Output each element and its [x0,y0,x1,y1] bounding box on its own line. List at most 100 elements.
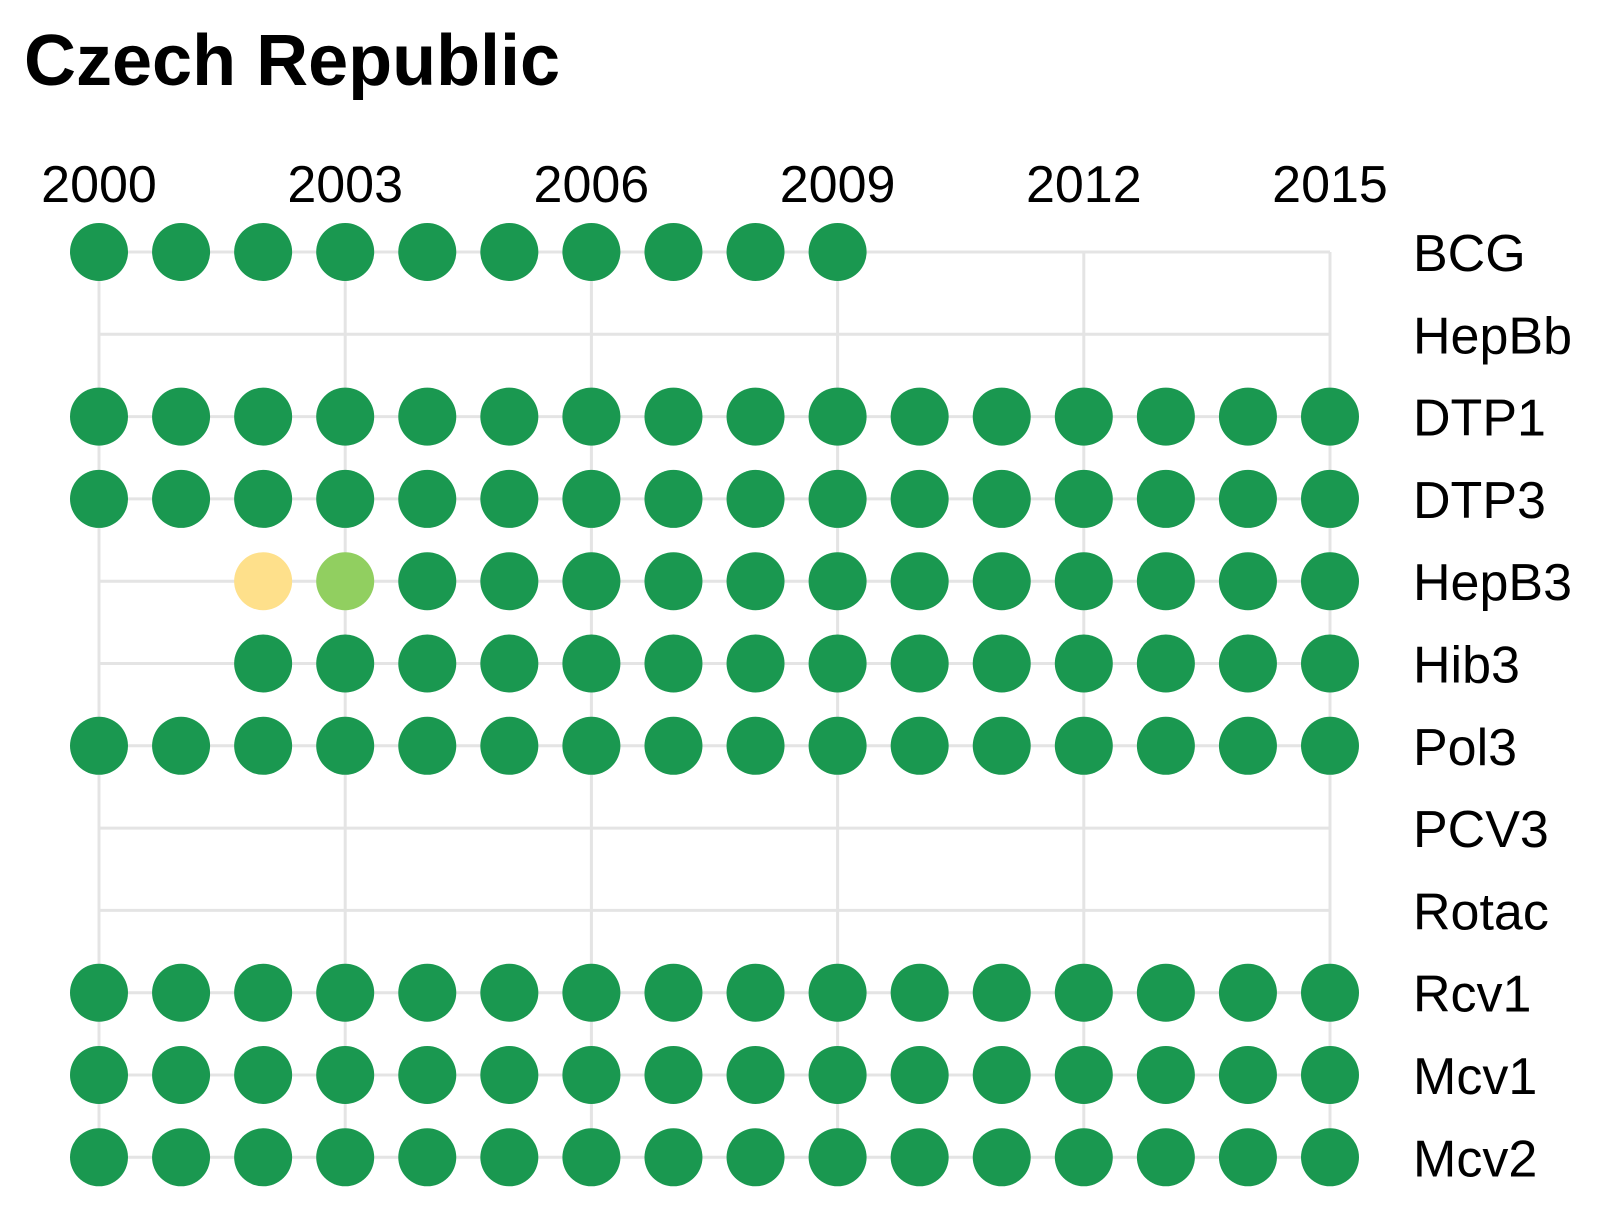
data-point [398,387,457,446]
data-point [152,1128,211,1187]
data-point [890,1046,949,1104]
data-point [480,552,539,611]
data-point [480,1128,539,1187]
data-point [1136,963,1195,1022]
x-tick-label: 2003 [287,156,403,214]
data-point [644,634,703,693]
data-point [480,1046,539,1104]
data-point [1301,1128,1359,1187]
data-point [1301,634,1359,693]
data-point [972,387,1031,446]
data-point [1054,552,1113,611]
data-point [644,963,703,1022]
row-label: Rotac [1413,883,1549,941]
row-label: HepB3 [1413,554,1572,612]
data-point [1136,387,1195,446]
data-point [972,1046,1031,1104]
data-point [398,223,457,281]
data-point [1301,552,1359,611]
data-point [152,469,211,528]
data-point [1218,552,1277,611]
data-point [316,716,375,775]
x-tick-label: 2006 [534,156,650,214]
data-point [1136,1046,1195,1104]
data-point [562,469,621,528]
data-point [890,469,949,528]
data-point [1218,469,1277,528]
data-point [644,716,703,775]
data-point [234,1128,293,1187]
data-point [234,963,293,1022]
data-point [972,1128,1031,1187]
x-axis-tick-labels: 2000 2003 2006 2009 2012 2015 [41,156,1388,214]
data-point [1136,552,1195,611]
data-point [398,963,457,1022]
data-point [1054,469,1113,528]
data-point [808,1046,867,1104]
data-point [808,963,867,1022]
x-tick-label: 2015 [1272,156,1388,214]
data-point [562,552,621,611]
data-point [70,387,128,446]
data-point [316,387,375,446]
data-point [972,552,1031,611]
data-point [70,1046,128,1104]
data-point [1054,1128,1113,1187]
data-point [808,469,867,528]
x-tick-label: 2000 [41,156,157,214]
row-label: Pol3 [1413,719,1517,777]
row-label: BCG [1413,225,1526,283]
data-point [398,469,457,528]
data-point [234,716,293,775]
data-point [726,1128,785,1187]
data-point [890,716,949,775]
data-point [152,716,211,775]
data-point [1218,1046,1277,1104]
data-point [562,963,621,1022]
data-point [70,469,128,528]
data-point [1301,963,1359,1022]
row-label: PCV3 [1413,801,1549,859]
data-point [972,963,1031,1022]
row-label: DTP1 [1413,390,1546,448]
data-point [1301,469,1359,528]
row-label: Rcv1 [1413,966,1531,1024]
data-point [890,1128,949,1187]
data-point [480,387,539,446]
data-point [398,634,457,693]
data-point [316,223,375,281]
data-point [726,552,785,611]
data-point [480,634,539,693]
data-point [726,469,785,528]
data-point [234,1046,293,1104]
chart-title: Czech Republic [24,21,561,101]
data-point [1218,963,1277,1022]
data-points [70,223,1359,1187]
data-point [234,223,293,281]
data-point [644,1046,703,1104]
data-point [316,1128,375,1187]
x-tick-label: 2009 [780,156,896,214]
data-point [562,634,621,693]
data-point [726,634,785,693]
data-point [972,634,1031,693]
data-point [562,223,621,281]
data-point [1301,716,1359,775]
data-point [808,387,867,446]
data-point [1301,387,1359,446]
data-point [644,552,703,611]
data-point [1054,634,1113,693]
data-point [562,1128,621,1187]
data-point [316,1046,375,1104]
data-point [70,1128,128,1187]
data-point [808,552,867,611]
data-point [726,223,785,281]
data-point [480,469,539,528]
data-point [480,223,539,281]
row-label: Mcv1 [1413,1048,1537,1106]
data-point [890,387,949,446]
data-point [1054,1046,1113,1104]
row-label: Hib3 [1413,637,1520,695]
data-point [726,963,785,1022]
